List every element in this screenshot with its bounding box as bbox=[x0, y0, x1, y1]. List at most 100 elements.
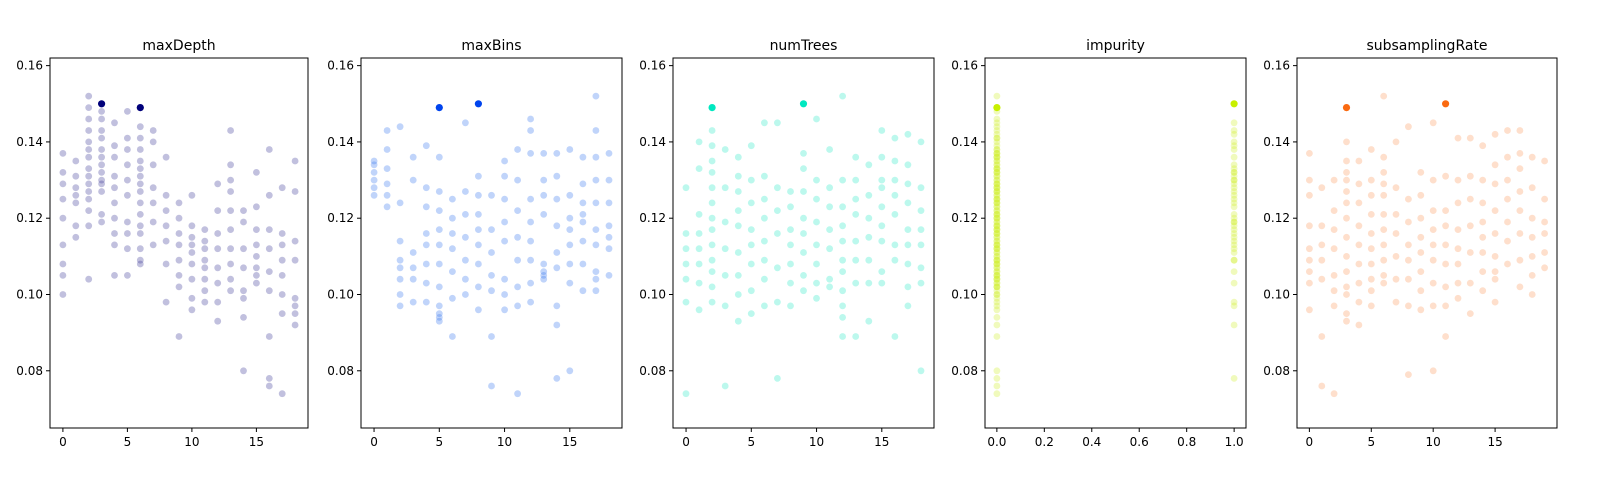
data-point bbox=[1230, 226, 1238, 234]
data-point bbox=[136, 245, 144, 253]
data-point bbox=[1230, 161, 1238, 169]
data-point bbox=[1405, 218, 1412, 226]
data-point bbox=[370, 169, 378, 176]
data-point bbox=[993, 264, 1001, 272]
data-point bbox=[435, 283, 443, 291]
data-point bbox=[553, 172, 561, 180]
data-point bbox=[1504, 127, 1511, 134]
data-point bbox=[904, 161, 912, 169]
data-point bbox=[993, 283, 1001, 291]
data-point bbox=[1454, 199, 1462, 207]
data-point bbox=[993, 272, 1001, 279]
data-point bbox=[1306, 176, 1313, 184]
data-point bbox=[1516, 256, 1524, 264]
data-point bbox=[1405, 302, 1412, 310]
y-tick-label: 0.08 bbox=[327, 364, 354, 378]
data-point bbox=[1417, 268, 1425, 275]
data-point bbox=[1528, 214, 1536, 222]
data-point bbox=[852, 211, 860, 218]
data-point bbox=[993, 150, 1001, 157]
data-point bbox=[1230, 218, 1238, 226]
data-point bbox=[1516, 150, 1524, 157]
data-point bbox=[1491, 230, 1499, 237]
data-point bbox=[124, 272, 131, 279]
data-point bbox=[435, 241, 443, 249]
data-point bbox=[800, 287, 807, 295]
data-point bbox=[85, 153, 93, 161]
data-point bbox=[813, 279, 820, 287]
data-point bbox=[1343, 233, 1350, 241]
data-point bbox=[1516, 165, 1524, 173]
x-tick-label: 10 bbox=[184, 435, 199, 449]
data-point bbox=[993, 211, 1001, 218]
data-point bbox=[435, 226, 443, 234]
data-point bbox=[708, 157, 716, 165]
data-point bbox=[240, 367, 247, 375]
data-point bbox=[1466, 134, 1474, 142]
data-point bbox=[1367, 146, 1375, 153]
data-point bbox=[278, 184, 286, 192]
subplot-title: maxBins bbox=[461, 38, 521, 54]
data-point bbox=[1380, 279, 1388, 287]
data-point bbox=[1355, 260, 1363, 268]
x-tick-label: 0.2 bbox=[1035, 435, 1054, 449]
data-point bbox=[813, 195, 820, 203]
data-point bbox=[993, 237, 1001, 245]
data-point bbox=[1306, 268, 1313, 275]
data-point bbox=[1392, 184, 1400, 192]
data-point bbox=[605, 199, 613, 207]
data-point bbox=[917, 279, 925, 287]
data-point bbox=[1392, 230, 1400, 237]
data-point bbox=[1392, 211, 1400, 218]
data-point bbox=[993, 260, 1001, 268]
data-point bbox=[409, 153, 417, 161]
data-point bbox=[734, 291, 742, 298]
data-point bbox=[1491, 275, 1499, 283]
data-point bbox=[1504, 260, 1511, 268]
data-point bbox=[1306, 306, 1313, 314]
data-point bbox=[188, 249, 196, 256]
data-point bbox=[136, 134, 144, 142]
y-tick-label: 0.14 bbox=[16, 135, 43, 149]
y-tick-label: 0.08 bbox=[16, 364, 43, 378]
data-point bbox=[787, 279, 794, 287]
data-point bbox=[993, 134, 1001, 142]
data-point bbox=[734, 317, 742, 325]
data-point bbox=[422, 279, 430, 287]
data-point bbox=[1230, 138, 1238, 146]
axes-frame bbox=[984, 57, 1247, 429]
data-point bbox=[278, 310, 286, 317]
data-point bbox=[993, 134, 1001, 142]
data-point bbox=[124, 134, 131, 142]
data-point bbox=[993, 214, 1001, 222]
y-tick-label: 0.14 bbox=[639, 135, 666, 149]
data-point bbox=[826, 245, 833, 253]
data-point bbox=[993, 245, 1001, 253]
data-point bbox=[904, 180, 912, 188]
data-point bbox=[1230, 245, 1238, 253]
data-point bbox=[917, 226, 925, 234]
data-point bbox=[265, 287, 273, 295]
data-point bbox=[695, 138, 703, 146]
data-point bbox=[553, 150, 561, 157]
data-point bbox=[124, 161, 131, 169]
data-point bbox=[85, 92, 93, 100]
data-point bbox=[1343, 291, 1350, 298]
data-point bbox=[162, 298, 170, 306]
data-point bbox=[201, 275, 209, 283]
data-point bbox=[514, 176, 521, 184]
data-point bbox=[1466, 195, 1474, 203]
data-point bbox=[708, 268, 716, 275]
data-point bbox=[175, 283, 183, 291]
data-point bbox=[993, 195, 1001, 203]
data-point bbox=[85, 138, 93, 146]
data-point bbox=[1230, 214, 1238, 222]
data-point bbox=[1417, 214, 1425, 222]
data-point bbox=[878, 203, 886, 211]
data-point bbox=[993, 127, 1001, 134]
data-point bbox=[149, 161, 157, 169]
data-point bbox=[993, 165, 1001, 173]
data-point bbox=[227, 287, 235, 295]
data-point bbox=[787, 302, 794, 310]
